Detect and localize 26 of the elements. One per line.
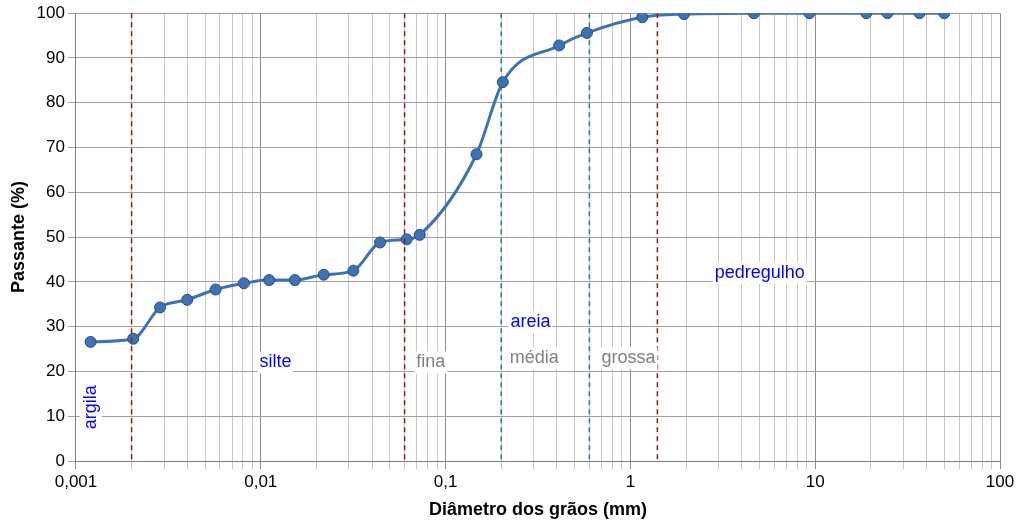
y-tick-label: 20: [46, 361, 65, 381]
y-tick-label: 50: [46, 226, 65, 246]
annotation: pedregulho: [714, 261, 805, 282]
y-tick-label: 60: [46, 182, 65, 202]
annotation: grossa: [601, 346, 657, 367]
annotation: média: [509, 346, 560, 367]
y-tick-label: 80: [46, 92, 65, 112]
annotation: argila: [79, 384, 100, 430]
y-tick-label: 70: [46, 137, 65, 157]
x-tick-label: 1: [625, 471, 636, 491]
annotation: areia: [510, 311, 552, 332]
x-tick-label: 10: [805, 471, 825, 491]
y-tick-label: 90: [46, 47, 65, 67]
y-tick-label: 0: [55, 450, 65, 470]
y-axis-title: Passante (%): [7, 181, 28, 294]
y-tick-label: 40: [46, 271, 65, 291]
y-tick-label: 100: [36, 2, 65, 22]
annotation: silte: [259, 351, 292, 372]
x-tick-label: 100: [985, 471, 1015, 491]
x-tick-label: 0,1: [433, 471, 458, 491]
y-tick-label: 30: [46, 316, 65, 336]
x-tick-label: 0,001: [54, 471, 98, 491]
annotation: fina: [416, 351, 447, 372]
y-tick-label: 10: [46, 405, 65, 425]
x-axis-title: Diâmetro dos grãos (mm): [428, 499, 648, 520]
x-tick-label: 0,01: [244, 471, 278, 491]
